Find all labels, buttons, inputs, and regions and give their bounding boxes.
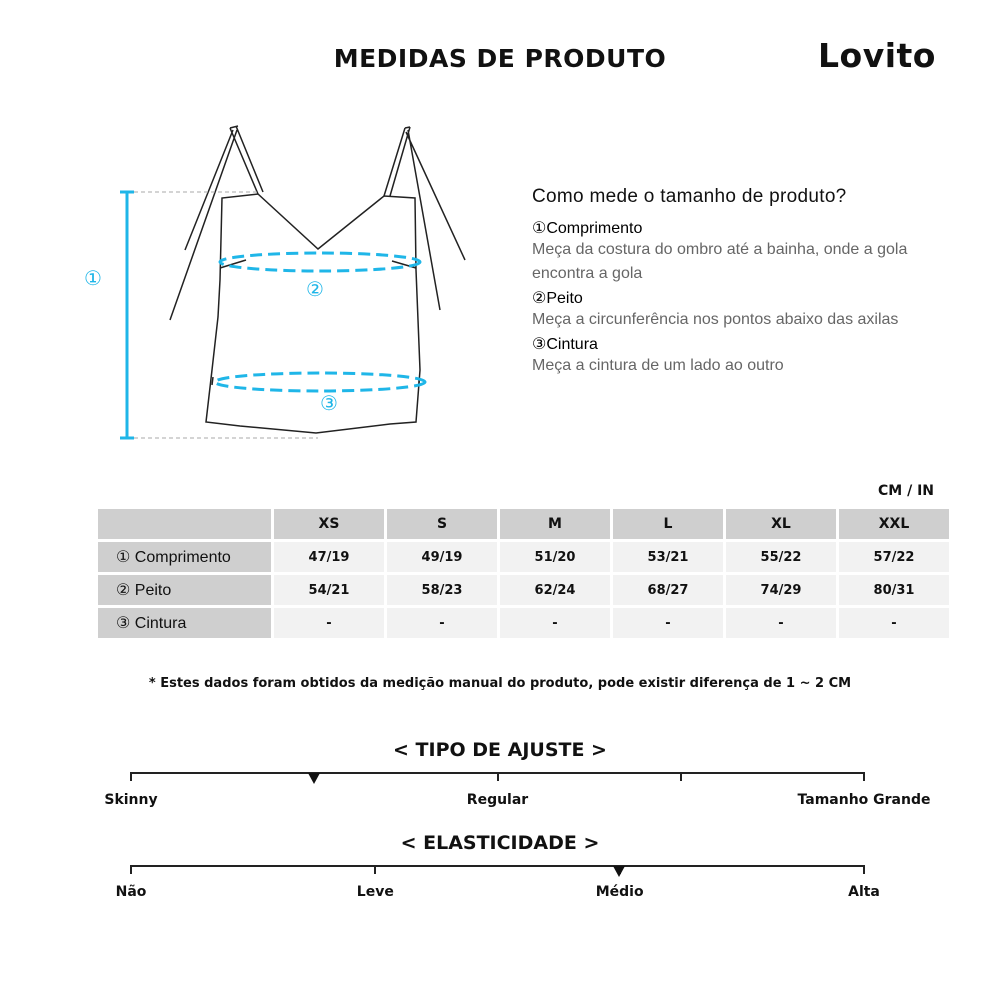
elasticity-tick — [130, 865, 132, 874]
guide-label-waist: ③Cintura — [532, 336, 598, 353]
row-label: ③ Cintura — [98, 608, 271, 638]
measurement-guide: Como mede o tamanho de produto? ①Comprim… — [532, 186, 952, 378]
table-cell: 49/19 — [387, 542, 497, 572]
size-header: S — [387, 509, 497, 539]
fit-tick — [496, 772, 499, 781]
unit-label: CM / IN — [878, 483, 934, 499]
size-header: M — [500, 509, 610, 539]
table-cell: 57/22 — [839, 542, 949, 572]
elasticity-tick — [374, 865, 377, 874]
guide-heading: Como mede o tamanho de produto? — [532, 186, 847, 207]
fit-marker-icon — [308, 773, 321, 784]
marker-chest: ② — [306, 277, 324, 301]
table-cell: 54/21 — [274, 575, 384, 605]
fit-label: Skinny — [104, 792, 158, 808]
table-cell: - — [387, 608, 497, 638]
fit-tick — [679, 772, 682, 781]
guide-desc-waist: Meça a cintura de um lado ao outro — [532, 357, 784, 374]
fit-label: Tamanho Grande — [797, 792, 931, 808]
guide-desc-length: Meça da costura do ombro até a bainha, o… — [532, 241, 908, 282]
table-cell: - — [839, 608, 949, 638]
table-row: ① Comprimento 47/19 49/19 51/20 53/21 55/22 57… — [98, 542, 949, 572]
size-header: XS — [274, 509, 384, 539]
table-row: ③ Cintura - - - - - - — [98, 608, 949, 638]
fit-tick — [863, 772, 865, 781]
table-cell: 74/29 — [726, 575, 836, 605]
table-cell: 47/19 — [274, 542, 384, 572]
elasticity-line — [131, 865, 864, 867]
size-header: XL — [726, 509, 836, 539]
guide-label-length: ①Comprimento — [532, 220, 643, 237]
fit-label: Regular — [466, 792, 529, 808]
measurement-note: * Estes dados foram obtidos da medição m… — [148, 676, 852, 691]
row-label: ② Peito — [98, 575, 271, 605]
elasticity-tick — [863, 865, 865, 874]
elasticity-label: Alta — [848, 884, 880, 900]
table-cell: 62/24 — [500, 575, 610, 605]
fit-title: < TIPO DE AJUSTE > — [393, 739, 607, 761]
marker-waist: ③ — [320, 391, 338, 415]
table-header-row: XS S M L XL XXL — [98, 509, 949, 539]
guide-desc-chest: Meça a circunferência nos pontos abaixo … — [532, 311, 899, 328]
guide-label-chest: ②Peito — [532, 290, 583, 307]
table-cell: - — [726, 608, 836, 638]
table-cell: 55/22 — [726, 542, 836, 572]
table-cell: 58/23 — [387, 575, 497, 605]
table-row: ② Peito 54/21 58/23 62/24 68/27 74/29 80/31 — [98, 575, 949, 605]
elasticity-title: < ELASTICIDADE > — [400, 832, 600, 854]
table-cell: - — [274, 608, 384, 638]
fit-tick — [130, 772, 132, 781]
page-title: MEDIDAS DE PRODUTO — [333, 44, 667, 73]
table-cell: - — [500, 608, 610, 638]
brand-logo: Lovito — [818, 36, 936, 75]
row-label: ① Comprimento — [98, 542, 271, 572]
elasticity-label: Médio — [595, 884, 644, 900]
marker-length: ① — [84, 266, 102, 290]
elasticity-label: Não — [115, 884, 147, 900]
size-header: L — [613, 509, 723, 539]
table-cell: 80/31 — [839, 575, 949, 605]
table-corner — [98, 509, 271, 539]
garment-diagram: ① ② ③ — [84, 125, 466, 440]
table-cell: 68/27 — [613, 575, 723, 605]
elasticity-marker-icon — [613, 866, 626, 877]
elasticity-label: Leve — [356, 884, 394, 900]
table-cell: - — [613, 608, 723, 638]
size-header: XXL — [839, 509, 949, 539]
table-cell: 53/21 — [613, 542, 723, 572]
table-cell: 51/20 — [500, 542, 610, 572]
size-table: XS S M L XL XXL ① Comprimento 47/19 49/19 51/20 53… — [95, 506, 952, 641]
